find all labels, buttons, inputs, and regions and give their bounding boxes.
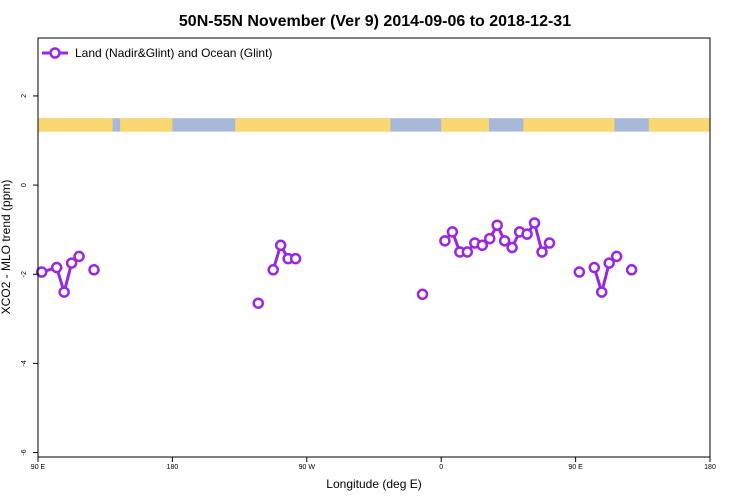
- x-axis: 90 E 180 90 W 0 90 E 180: [31, 457, 716, 471]
- land-band-segment: [235, 118, 391, 132]
- data-point: [573, 266, 586, 278]
- y-axis-label: XCO2 - MLO trend (ppm): [0, 180, 13, 315]
- data-point: [588, 261, 601, 274]
- land-ocean-band: [38, 118, 710, 132]
- data-point: [289, 252, 302, 265]
- land-band-segment: [38, 118, 113, 132]
- data-point: [88, 264, 100, 276]
- data-point: [603, 257, 615, 269]
- data-point: [252, 297, 265, 309]
- x-tick-label: 90 W: [299, 464, 316, 471]
- data-point: [73, 250, 85, 263]
- legend: Land (Nadir&Glint) and Ocean (Glint): [42, 46, 272, 60]
- y-tick-label: 0: [21, 183, 28, 187]
- land-band-segment: [120, 118, 173, 132]
- series-layer: [35, 217, 638, 309]
- data-point: [439, 235, 451, 247]
- chart-title: 50N-55N November (Ver 9) 2014-09-06 to 2…: [179, 13, 571, 30]
- data-point: [521, 228, 533, 240]
- y-tick-label: -4: [21, 360, 28, 366]
- data-point: [610, 250, 623, 263]
- data-point: [536, 246, 548, 258]
- data-point: [528, 217, 541, 229]
- y-axis: -6 -4 -2 0 2: [21, 94, 38, 456]
- y-tick-label: -2: [21, 271, 28, 277]
- plot-frame: [37, 37, 711, 458]
- data-point: [65, 257, 78, 269]
- data-point: [416, 288, 429, 301]
- x-tick-label: 0: [439, 464, 443, 471]
- y-tick-label: 2: [21, 94, 28, 98]
- land-band-segment: [441, 118, 489, 132]
- data-point: [446, 226, 459, 238]
- legend-marker: [49, 47, 61, 59]
- x-tick-label: 90 E: [31, 464, 46, 471]
- data-point: [461, 246, 474, 258]
- land-band-segment: [523, 118, 615, 132]
- data-point: [595, 286, 608, 298]
- data-point: [35, 266, 48, 278]
- x-axis-label: Longitude (deg E): [326, 477, 421, 491]
- data-point: [483, 232, 496, 245]
- data-point: [267, 264, 279, 276]
- data-point: [274, 239, 287, 252]
- data-point: [625, 264, 638, 276]
- data-point: [498, 235, 511, 247]
- data-point: [543, 237, 556, 249]
- land-band-segment: [648, 118, 710, 132]
- data-point: [506, 241, 518, 254]
- data-point: [476, 239, 489, 252]
- x-tick-label: 180: [704, 464, 716, 471]
- data-point: [491, 219, 503, 231]
- x-tick-label: 90 E: [568, 464, 583, 471]
- data-point: [58, 286, 70, 298]
- legend-entry: Land (Nadir&Glint) and Ocean (Glint): [75, 46, 272, 60]
- data-point: [50, 261, 63, 274]
- y-tick-label: -6: [21, 449, 28, 455]
- x-tick-label: 180: [167, 464, 179, 471]
